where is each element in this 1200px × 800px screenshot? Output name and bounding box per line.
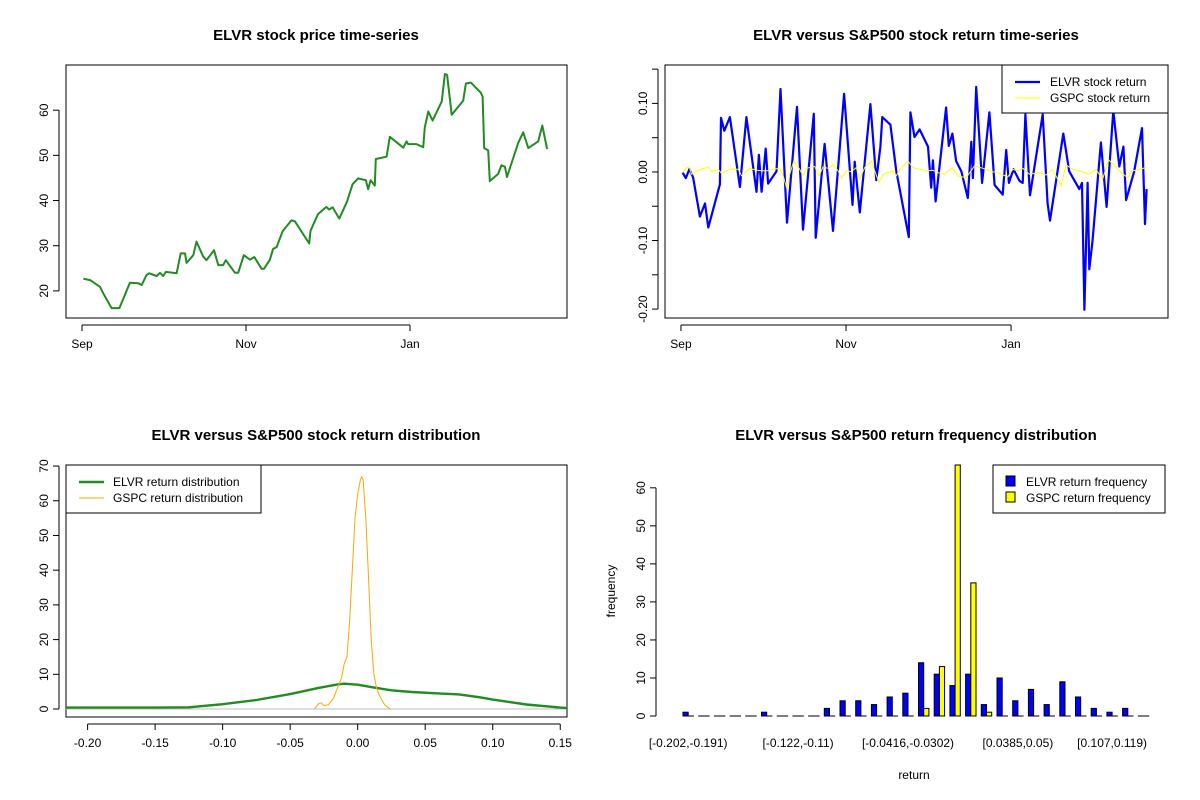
x-tick-label: Jan [400,337,419,351]
y-tick-label: 40 [634,557,648,571]
y-tick-label: -0.10 [636,227,650,255]
elvr-frequency-bar [1122,707,1129,717]
x-tick-label: Nov [235,337,256,351]
elvr-frequency-bar [918,662,925,717]
elvr-frequency-bar [933,673,940,717]
chart-title: ELVR versus S&P500 stock return time-ser… [753,27,1079,44]
elvr-frequency-bar [965,673,972,717]
elvr-return-line [681,85,1148,311]
x-tick-label: Sep [670,337,692,351]
elvr-frequency-bar [870,704,878,717]
y-tick-label: 50 [37,148,51,162]
x-tick-label: -0.05 [276,736,304,750]
x-tick-label: -0.10 [209,736,237,750]
plot-frame [664,64,1169,319]
elvr-frequency-bar [1043,704,1050,717]
y-tick-label: 30 [634,595,648,609]
y-tick-label: 40 [37,194,51,208]
x-tick-label: [-0.0416,-0.0302) [862,736,954,750]
gspc-frequency-bar [938,666,946,717]
elvr-frequency-bar [996,677,1003,717]
x-tick-label: [-0.122,-0.11) [763,736,834,750]
elvr-frequency-bar [1027,688,1035,717]
x-tick-label: [0.107,0.119) [1077,736,1147,750]
legend-label: ELVR stock return [1050,75,1146,89]
gspc-frequency-bar [986,711,993,717]
plot-frame [65,464,568,718]
y-tick-label: 10 [634,671,648,685]
legend-label: ELVR return distribution [113,475,240,489]
chart-title: ELVR versus S&P500 return frequency dist… [735,427,1096,444]
legend-box [65,464,262,514]
y-tick-label: 0.10 [636,91,650,115]
elvr-frequency-bar [1059,681,1066,717]
legend-box [992,464,1166,514]
legend-box [1001,64,1169,114]
y-tick-label: 50 [634,519,648,533]
gspc-return-line [682,159,1147,190]
x-tick-label: [0.0385,0.05) [983,736,1054,750]
x-tick-label: Nov [835,337,856,351]
x-tick-label: 0.15 [549,736,573,750]
elvr-frequency-bar [980,704,987,717]
elvr-frequency-bar [902,692,909,717]
y-tick-label: 0 [634,712,648,719]
x-tick-label: 0.10 [481,736,505,750]
legend-label: GSPC return distribution [113,491,243,505]
legend-elvr-swatch [1005,475,1016,487]
y-tick-label: 60 [634,481,648,495]
x-tick-label: Jan [1001,337,1020,351]
elvr-price-line [83,73,549,310]
legend-label: GSPC return frequency [1026,491,1151,505]
x-tick-label: Sep [71,337,93,351]
chart-title: ELVR versus S&P500 stock return distribu… [152,427,481,444]
gspc-frequency-bar [954,464,961,717]
legend-label: ELVR return frequency [1026,475,1147,489]
x-tick-label: [-0.202,-0.191) [649,736,728,750]
x-tick-label: -0.15 [141,736,169,750]
elvr-frequency-bar [1012,700,1019,717]
y-tick-label: 70 [37,459,51,473]
y-tick-label: 20 [37,633,51,647]
plot-frame [65,64,568,319]
gspc-frequency-bar [923,707,930,717]
elvr-frequency-bar [839,700,846,717]
y-tick-label: -0.20 [636,295,650,323]
x-tick-label: 0.00 [346,736,370,750]
x-tick-label: -0.20 [74,736,102,750]
y-tick-label: 30 [37,598,51,612]
x-axis-label: return [898,768,929,782]
y-tick-label: 0 [37,705,51,712]
chart-title: ELVR stock price time-series [213,27,419,44]
gspc-frequency-bar [970,582,977,717]
y-tick-label: 20 [37,284,51,298]
elvr-frequency-bar [855,700,862,717]
gspc-density-line [314,476,391,710]
x-tick-label: 0.05 [414,736,438,750]
legend-label: GSPC stock return [1050,91,1150,105]
elvr-frequency-bar [949,685,956,717]
y-tick-label: 60 [37,494,51,508]
y-tick-label: 40 [37,563,51,577]
elvr-frequency-bar [682,711,689,717]
elvr-frequency-bar [1090,707,1097,717]
legend-gspc-swatch [1005,491,1016,503]
elvr-frequency-bar [761,711,768,717]
y-tick-label: 10 [37,667,51,681]
y-tick-label: 0.00 [636,160,650,184]
y-axis-label: frequency [604,565,618,618]
elvr-frequency-bar [886,696,893,717]
elvr-density-line [66,682,568,710]
y-tick-label: 30 [37,239,51,253]
elvr-frequency-bar [1075,696,1082,717]
elvr-frequency-bar [823,707,830,717]
y-tick-label: 60 [37,103,51,117]
elvr-frequency-bar [1106,711,1113,717]
y-tick-label: 50 [37,528,51,542]
y-tick-label: 20 [634,633,648,647]
